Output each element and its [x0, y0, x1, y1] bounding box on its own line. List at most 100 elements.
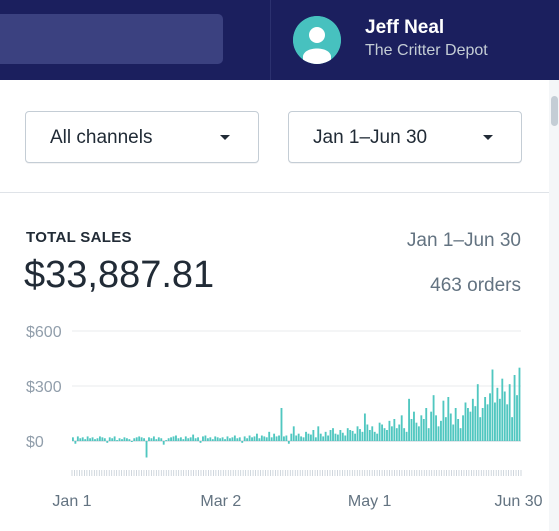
- chart-bar[interactable]: [309, 434, 312, 441]
- chart-bar[interactable]: [393, 419, 396, 441]
- chart-bar[interactable]: [248, 435, 251, 442]
- chart-bar[interactable]: [349, 430, 352, 441]
- chart-bar[interactable]: [295, 435, 298, 442]
- chart-bar[interactable]: [449, 413, 452, 442]
- chart-bar[interactable]: [111, 438, 114, 441]
- chart-bar[interactable]: [211, 439, 214, 441]
- chart-bar[interactable]: [390, 426, 393, 441]
- chart-bar[interactable]: [371, 426, 374, 441]
- chart-bar[interactable]: [489, 393, 491, 441]
- chart-bar[interactable]: [361, 431, 364, 441]
- chart-bar[interactable]: [378, 422, 381, 441]
- chart-bar[interactable]: [140, 437, 143, 441]
- chart-bar[interactable]: [297, 433, 300, 441]
- chart-bar[interactable]: [452, 424, 455, 442]
- chart-bar[interactable]: [383, 428, 386, 441]
- chart-bar[interactable]: [162, 441, 165, 445]
- scrollbar-thumb[interactable]: [551, 96, 558, 126]
- chart-bar[interactable]: [283, 436, 285, 441]
- chart-bar[interactable]: [395, 428, 398, 441]
- chart-bar[interactable]: [148, 437, 150, 441]
- chart-bar[interactable]: [175, 435, 177, 442]
- chart-bar[interactable]: [476, 384, 479, 441]
- chart-bar[interactable]: [170, 437, 172, 441]
- chart-bar[interactable]: [135, 437, 138, 441]
- chart-bar[interactable]: [79, 438, 82, 441]
- chart-bar[interactable]: [258, 438, 261, 441]
- chart-bar[interactable]: [312, 430, 315, 441]
- chart-bar[interactable]: [116, 440, 119, 442]
- search-input[interactable]: [0, 14, 223, 64]
- chart-bar[interactable]: [199, 441, 202, 443]
- chart-bar[interactable]: [415, 422, 418, 441]
- chart-bar[interactable]: [91, 437, 94, 441]
- chart-bar[interactable]: [388, 420, 391, 441]
- chart-bar[interactable]: [125, 438, 128, 441]
- chart-bar[interactable]: [425, 408, 428, 441]
- date-range-select[interactable]: Jan 1–Jun 30: [288, 111, 522, 163]
- chart-bar[interactable]: [398, 424, 401, 442]
- chart-bar[interactable]: [366, 424, 369, 442]
- chart-bar[interactable]: [287, 441, 290, 444]
- chart-bar[interactable]: [233, 435, 236, 442]
- chart-bar[interactable]: [373, 431, 376, 441]
- chart-bar[interactable]: [346, 428, 349, 441]
- chart-bar[interactable]: [290, 433, 293, 441]
- chart-bar[interactable]: [138, 436, 141, 441]
- chart-bar[interactable]: [324, 431, 327, 441]
- chart-bar[interactable]: [317, 426, 320, 441]
- chart-bar[interactable]: [275, 436, 278, 441]
- chart-bar[interactable]: [486, 404, 489, 441]
- chart-bar[interactable]: [417, 426, 420, 441]
- chart-bar[interactable]: [123, 437, 126, 441]
- chart-bar[interactable]: [72, 437, 74, 441]
- chart-bar[interactable]: [479, 417, 482, 441]
- chart-bar[interactable]: [152, 436, 155, 441]
- chart-bar[interactable]: [150, 438, 153, 441]
- chart-bar[interactable]: [467, 408, 469, 441]
- chart-bar[interactable]: [187, 438, 190, 441]
- chart-bar[interactable]: [511, 417, 514, 441]
- chart-bar[interactable]: [229, 438, 231, 441]
- chart-bar[interactable]: [167, 438, 170, 441]
- chart-bar[interactable]: [435, 415, 437, 441]
- chart-bar[interactable]: [101, 437, 104, 441]
- chart-bar[interactable]: [376, 433, 379, 441]
- chart-bar[interactable]: [76, 436, 79, 441]
- chart-bar[interactable]: [182, 439, 185, 441]
- chart-bar[interactable]: [430, 411, 433, 441]
- chart-bar[interactable]: [106, 441, 109, 443]
- chart-bar[interactable]: [469, 411, 472, 441]
- chart-bar[interactable]: [440, 420, 442, 441]
- chart-bar[interactable]: [496, 387, 499, 441]
- chart-bar[interactable]: [484, 397, 487, 441]
- chart-bar[interactable]: [130, 441, 133, 442]
- chart-bar[interactable]: [243, 436, 246, 441]
- chart-bar[interactable]: [204, 435, 207, 442]
- chart-bar[interactable]: [273, 433, 276, 441]
- chart-bar[interactable]: [491, 369, 494, 442]
- chart-bar[interactable]: [260, 435, 263, 442]
- chart-bar[interactable]: [246, 438, 249, 441]
- chart-bar[interactable]: [202, 436, 204, 441]
- chart-bar[interactable]: [422, 419, 425, 441]
- chart-bar[interactable]: [265, 437, 268, 441]
- chart-bar[interactable]: [518, 367, 521, 441]
- chart-bar[interactable]: [503, 391, 506, 442]
- chart-bar[interactable]: [263, 436, 266, 441]
- chart-bar[interactable]: [432, 395, 435, 441]
- chart-bar[interactable]: [508, 384, 511, 441]
- chart-bar[interactable]: [278, 435, 280, 442]
- chart-bar[interactable]: [368, 430, 371, 441]
- chart-bar[interactable]: [344, 435, 347, 442]
- chart-bar[interactable]: [89, 438, 92, 441]
- chart-bar[interactable]: [420, 415, 423, 441]
- chart-bar[interactable]: [172, 436, 175, 441]
- chart-bar[interactable]: [216, 437, 219, 441]
- chart-bar[interactable]: [314, 437, 317, 441]
- chart-bar[interactable]: [221, 437, 224, 441]
- user-name[interactable]: Jeff Neal: [365, 17, 445, 38]
- chart-bar[interactable]: [121, 439, 123, 441]
- chart-bar[interactable]: [386, 430, 388, 441]
- chart-bar[interactable]: [319, 433, 322, 441]
